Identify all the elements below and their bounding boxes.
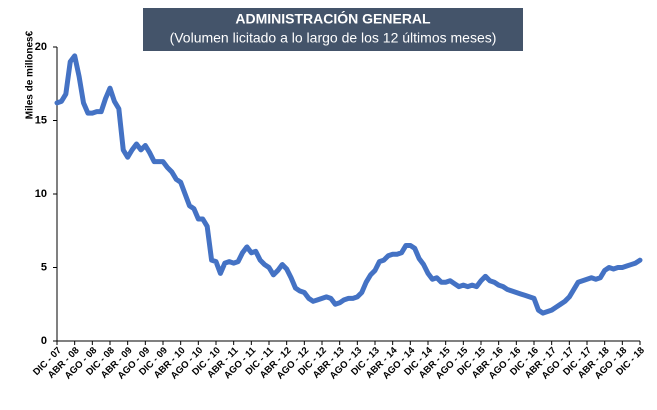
y-tick-label: 20 [35,41,47,53]
chart-subtitle: (Volumen licitado a lo largo de los 12 ú… [170,30,497,46]
y-tick-label: 0 [41,335,47,347]
y-tick-label: 15 [35,114,47,126]
title-box [143,8,523,51]
chart-title: ADMINISTRACIÓN GENERAL [235,10,431,27]
y-tick-label: 10 [35,188,47,200]
data-line [54,53,643,316]
y-tick-label: 5 [41,261,47,273]
y-axis-label: Miles de millones€ [25,30,36,119]
